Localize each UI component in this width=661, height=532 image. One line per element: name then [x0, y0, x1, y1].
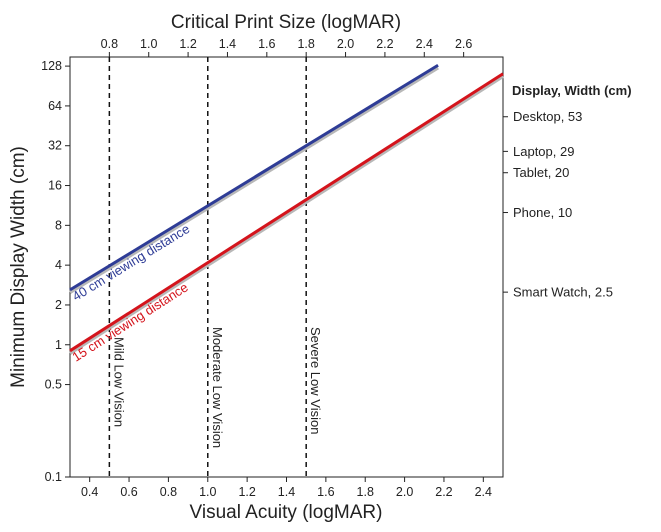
x2-tick-label: 1.6: [258, 37, 275, 51]
x2-tick-label: 2.0: [337, 37, 354, 51]
y-axis-title: Minimum Display Width (cm): [8, 146, 29, 388]
x2-tick-label: 1.2: [179, 37, 196, 51]
y-tick-label: 64: [48, 99, 62, 113]
axis-ticks: 0.4 0.6 0.8 1.0 1.2 1.4 1.6 1.8 2.0 2.2 2.4 0.8 1.0 1…: [41, 37, 492, 499]
display-width-markers: Desktop, 53 Laptop, 29 Tablet, 20 Phone, 10…: [503, 109, 613, 300]
y-tick-label: 128: [41, 59, 62, 73]
x2-tick-label: 1.0: [140, 37, 157, 51]
display-width-label: Laptop, 29: [513, 144, 574, 159]
x-tick-label: 1.8: [357, 485, 374, 499]
vision-level-label: Moderate Low Vision: [210, 327, 225, 448]
x-tick-label: 0.6: [120, 485, 137, 499]
x-tick-label: 0.8: [160, 485, 177, 499]
x-tick-label: 1.0: [199, 485, 216, 499]
x-tick-label: 1.2: [238, 485, 255, 499]
y-tick-label: 4: [55, 258, 62, 272]
x-tick-label: 2.4: [475, 485, 492, 499]
x-tick-label: 2.2: [435, 485, 452, 499]
x-tick-label: 2.0: [396, 485, 413, 499]
y-tick-label: 0.5: [45, 378, 62, 392]
y-tick-label: 8: [55, 218, 62, 232]
series-line-shadow: [69, 66, 439, 294]
x-tick-label: 1.6: [317, 485, 334, 499]
display-width-label: Tablet, 20: [513, 165, 569, 180]
series-line-shadow: [69, 74, 504, 355]
series-line: [69, 72, 504, 353]
display-width-label: Desktop, 53: [513, 109, 582, 124]
display-widths-title: Display, Width (cm): [512, 83, 632, 98]
display-width-label: Phone, 10: [513, 205, 572, 220]
vision-level-lines: Mild Low Vision Moderate Low Vision Severe…: [108, 57, 323, 477]
y-tick-label: 0.1: [45, 470, 62, 484]
y-tick-label: 32: [48, 139, 62, 153]
x-axis-title: Visual Acuity (logMAR): [190, 502, 383, 523]
x2-tick-label: 2.4: [416, 37, 433, 51]
x-tick-label: 1.4: [278, 485, 295, 499]
series-line: [69, 63, 439, 292]
y-tick-label: 2: [55, 298, 62, 312]
vision-level-label: Mild Low Vision: [111, 337, 126, 427]
x2-axis-title: Critical Print Size (logMAR): [171, 12, 401, 33]
x2-tick-label: 1.8: [297, 37, 314, 51]
x2-tick-label: 2.6: [455, 37, 472, 51]
x-tick-label: 0.4: [81, 485, 98, 499]
vision-level-label: Severe Low Vision: [308, 327, 323, 434]
y-tick-label: 1: [55, 338, 62, 352]
y-tick-label: 16: [48, 179, 62, 193]
x2-tick-label: 0.8: [101, 37, 118, 51]
display-width-label: Smart Watch, 2.5: [513, 285, 613, 300]
x2-tick-label: 1.4: [219, 37, 236, 51]
x2-tick-label: 2.2: [376, 37, 393, 51]
